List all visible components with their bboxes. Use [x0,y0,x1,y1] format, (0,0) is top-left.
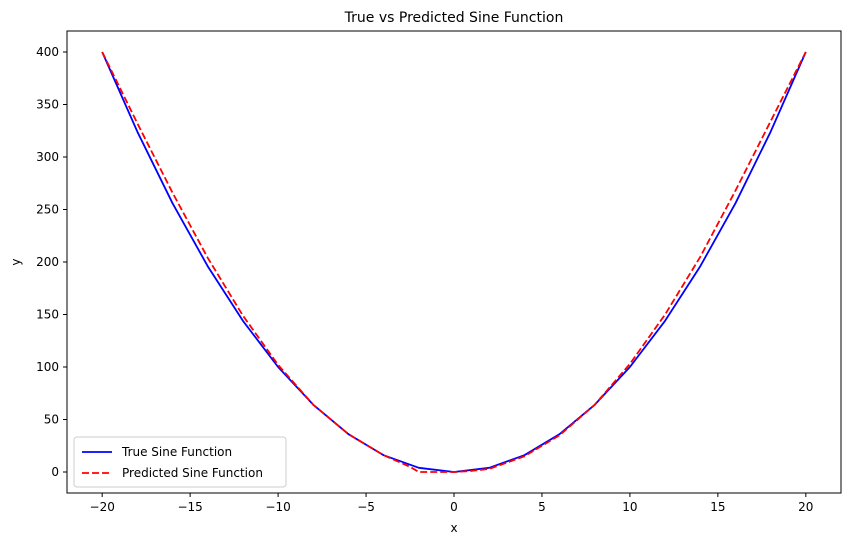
plot-area [101,51,807,473]
y-tick-label: 150 [36,308,59,322]
y-tick-label: 100 [36,360,59,374]
predicted-series-line [101,51,807,473]
y-tick-label: 0 [51,465,59,479]
y-tick-label: 350 [36,98,59,112]
x-tick-label: 15 [710,500,725,514]
legend: True Sine Function Predicted Sine Functio… [73,436,287,488]
x-tick-label: 20 [798,500,813,514]
ticks: −20 −15 −10 −5 0 5 10 15 20050100150200250300350… [36,45,813,514]
y-tick-label: 300 [36,150,59,164]
y-tick-label: 50 [44,413,59,427]
y-tick-label: 400 [36,45,59,59]
x-tick-label: −15 [177,500,202,514]
true-series-line [101,51,807,473]
y-tick-label: 200 [36,255,59,269]
x-tick-label: −20 [90,500,115,514]
x-tick-label: −10 [265,500,290,514]
y-tick-label: 250 [36,203,59,217]
x-tick-label: −5 [357,500,375,514]
legend-box [73,436,287,488]
plot-frame [66,30,842,494]
x-axis-label: x [450,521,457,535]
legend-label: Predicted Sine Function [122,466,263,480]
x-tick-label: 5 [538,500,546,514]
x-tick-label: 0 [450,500,458,514]
x-tick-label: 10 [622,500,637,514]
legend-label: True Sine Function [121,445,232,459]
y-axis-label: y [9,258,23,265]
chart-title: True vs Predicted Sine Function [344,10,564,26]
